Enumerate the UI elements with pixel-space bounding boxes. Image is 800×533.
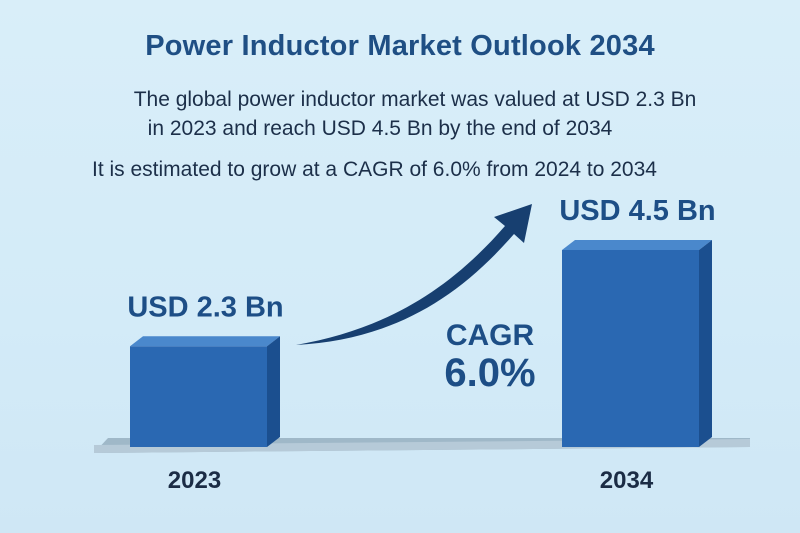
value-label-2034: USD 4.5 Bn xyxy=(559,195,715,227)
page-title: Power Inductor Market Outlook 2034 xyxy=(145,30,655,62)
bar-2023 xyxy=(130,336,280,447)
description-line-2: in 2023 and reach USD 4.5 Bn by the end … xyxy=(147,117,613,140)
bar-2034 xyxy=(562,240,712,447)
value-label-2023: USD 2.3 Bn xyxy=(127,291,283,323)
description-line-1: The global power inductor market was val… xyxy=(133,88,697,111)
cagr-value: 6.0% xyxy=(444,351,535,395)
year-label-2023: 2023 xyxy=(168,467,221,494)
cagr-label: CAGR xyxy=(446,319,535,352)
growth-arrow-icon xyxy=(296,204,532,345)
cagr-description: It is estimated to grow at a CAGR of 6.0… xyxy=(92,158,657,181)
year-label-2034: 2034 xyxy=(600,467,654,494)
